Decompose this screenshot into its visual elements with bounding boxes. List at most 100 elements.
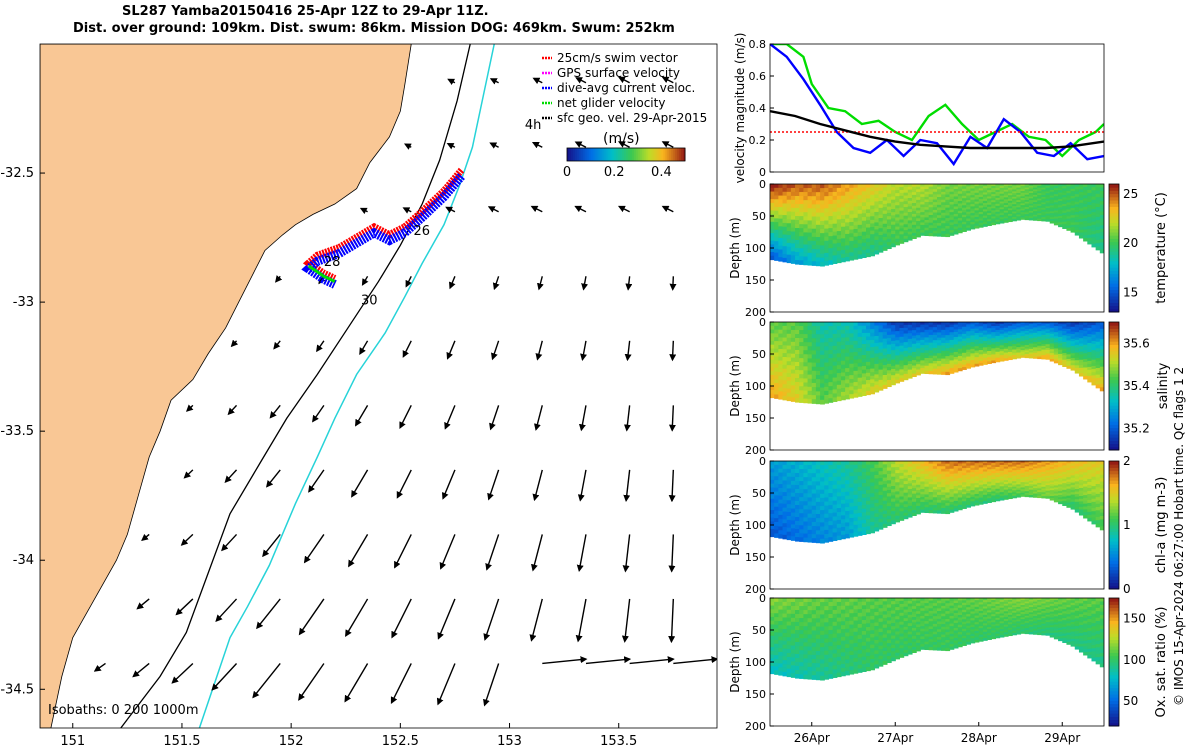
- section-cell: [1049, 333, 1055, 337]
- section-cell: [878, 383, 884, 388]
- section-cell: [795, 354, 800, 359]
- section-cell: [953, 216, 959, 220]
- section-cell: [878, 464, 884, 469]
- section-cell: [941, 371, 946, 375]
- section-cell: [1053, 186, 1059, 189]
- colorbar-cell: [1109, 424, 1119, 429]
- section-cell: [995, 187, 1001, 191]
- section-cell: [941, 202, 946, 206]
- section-cell: [820, 538, 825, 544]
- section-cell: [911, 208, 917, 212]
- section-cell: [803, 473, 809, 478]
- section-cell: [1024, 323, 1030, 327]
- section-cell: [924, 207, 930, 211]
- section-cell: [928, 209, 934, 213]
- section-cell: [1041, 325, 1047, 329]
- section-cell: [1066, 216, 1072, 220]
- section-cell: [832, 488, 838, 494]
- section-cell: [970, 492, 976, 496]
- velocity-arrow: [489, 405, 500, 431]
- section-cell: [1049, 474, 1055, 478]
- section-cell: [1066, 488, 1072, 492]
- section-cell: [1053, 194, 1059, 197]
- section-cell: [928, 212, 934, 216]
- section-cell: [820, 245, 825, 251]
- section-cell: [995, 189, 1001, 193]
- section-cell: [782, 376, 788, 381]
- section-cell: [866, 464, 871, 469]
- section-cell: [995, 357, 1001, 361]
- section-cell: [891, 325, 896, 329]
- section-cell: [1074, 337, 1080, 341]
- section-cell: [937, 324, 942, 328]
- section-cell: [824, 256, 830, 262]
- section-cell: [807, 236, 813, 242]
- section-cell: [782, 388, 788, 393]
- section-cell: [970, 197, 976, 201]
- section-cell: [849, 529, 855, 534]
- section-cell: [928, 466, 934, 470]
- section-cell: [907, 226, 913, 230]
- section-cell: [932, 204, 938, 208]
- section-cell: [899, 463, 905, 468]
- section-cell: [874, 471, 880, 476]
- section-cell: [916, 463, 921, 467]
- section-cell: [786, 500, 792, 505]
- section-cell: [1099, 214, 1104, 219]
- section-cell: [945, 207, 951, 211]
- section-cell: [1087, 348, 1093, 353]
- section-cell: [970, 324, 976, 328]
- section-cell: [1049, 347, 1055, 350]
- section-cell: [891, 520, 896, 525]
- section-cell: [1045, 468, 1051, 471]
- section-cell: [911, 471, 917, 476]
- section-cell: [1062, 206, 1068, 210]
- section-cell: [774, 522, 779, 527]
- section-cell: [878, 491, 884, 496]
- section-cell: [832, 365, 838, 371]
- section-cell: [991, 184, 997, 187]
- section-cell: [878, 335, 884, 340]
- section-cell: [991, 222, 997, 226]
- section-cell: [962, 205, 967, 209]
- section-cell: [945, 233, 951, 238]
- section-cell: [949, 357, 955, 361]
- section-cell: [1058, 322, 1063, 325]
- section-cell: [828, 509, 834, 514]
- section-cell: [1066, 335, 1072, 339]
- section-cell: [870, 489, 875, 494]
- section-cell: [953, 503, 959, 507]
- velocity-arrow: [661, 76, 674, 84]
- section-cell: [1037, 185, 1042, 189]
- section-cell: [770, 498, 775, 504]
- section-cell: [824, 374, 830, 380]
- section-cell: [1045, 185, 1051, 189]
- section-cell: [907, 237, 913, 241]
- section-cell: [882, 480, 888, 485]
- section-cell: [907, 469, 913, 473]
- section-cell: [1049, 353, 1055, 356]
- section-cell: [1024, 210, 1030, 214]
- section-cell: [970, 186, 976, 190]
- section-cell: [966, 200, 971, 204]
- section-cell: [832, 325, 838, 331]
- section-cell: [957, 213, 963, 217]
- section-cell: [924, 347, 930, 351]
- section-cell: [999, 347, 1005, 350]
- section-cell: [857, 184, 863, 189]
- section-cell: [995, 474, 1001, 478]
- section-cell: [987, 202, 992, 206]
- section-cell: [878, 187, 884, 192]
- section-cell: [920, 496, 926, 500]
- section-cell: [861, 501, 867, 506]
- section-cell: [1003, 339, 1009, 342]
- section-cell: [795, 509, 800, 514]
- section-cell: [978, 339, 984, 342]
- section-cell: [1012, 218, 1017, 222]
- section-cell: [974, 335, 980, 338]
- section-cell: [1087, 351, 1093, 356]
- section-cell: [991, 198, 997, 201]
- section-cell: [886, 184, 892, 188]
- section-cell: [920, 191, 926, 195]
- section-cell: [1016, 466, 1022, 469]
